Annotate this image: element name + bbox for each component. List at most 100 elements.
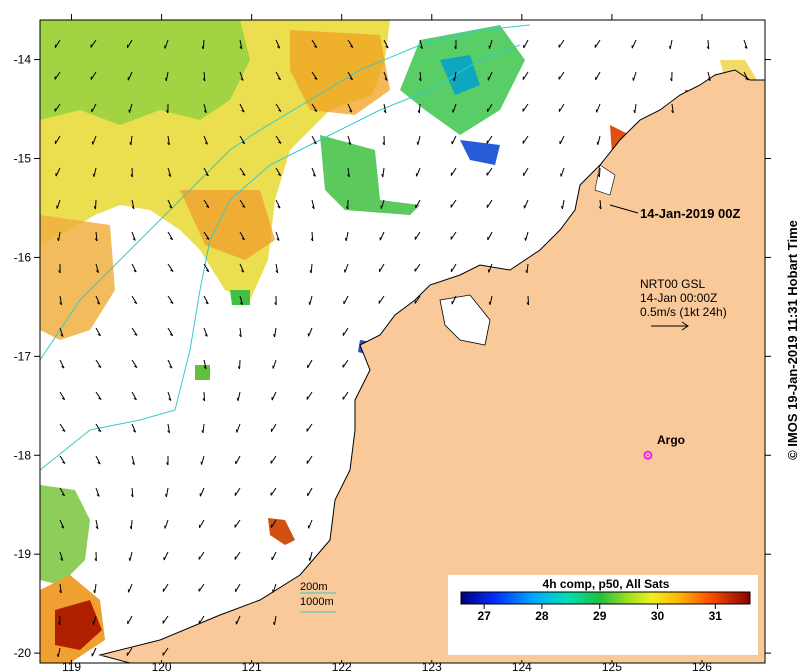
current-vector-head: [130, 174, 133, 178]
current-vector-head: [416, 141, 419, 145]
lon-tick-label: 119: [62, 660, 81, 672]
plot-frame: [39, 19, 766, 664]
current-vector: [634, 103, 637, 113]
current-vector: [416, 167, 421, 177]
imos-credit: © IMOS 19-Jan-2019 11:31 Hobart Time: [785, 220, 800, 460]
current-vector: [162, 647, 169, 656]
current-vector: [203, 167, 209, 177]
current-vector: [523, 39, 529, 49]
current-vector-head: [488, 301, 491, 305]
current-vector: [347, 135, 352, 145]
current-vector-head: [597, 174, 600, 178]
current-vector: [415, 199, 421, 209]
lon-tick-label: 120: [152, 660, 172, 672]
current-vector: [522, 103, 529, 112]
current-vector: [597, 135, 601, 145]
current-vector: [453, 71, 457, 81]
colorbar-tick-label: 27: [477, 609, 491, 623]
current-vector: [523, 167, 529, 177]
current-vector: [271, 551, 277, 561]
lon-tick-label: 124: [512, 660, 532, 672]
current-vector-head: [202, 78, 206, 82]
current-vector: [450, 167, 457, 176]
current-vector-head: [347, 174, 350, 178]
current-vector: [526, 263, 529, 274]
current-vector-head: [56, 653, 59, 657]
current-vector-head: [92, 621, 94, 625]
current-vector-head: [61, 493, 65, 497]
current-vector: [270, 423, 277, 432]
current-vector-head: [165, 493, 167, 498]
current-vector: [203, 71, 206, 82]
colorbar-tick-label: 30: [651, 609, 665, 623]
current-vector-head: [204, 142, 208, 145]
current-vector-head: [205, 173, 209, 177]
current-vector-head: [131, 206, 135, 210]
current-vector: [199, 487, 205, 497]
current-vector: [707, 71, 711, 81]
current-vector-head: [349, 77, 353, 81]
current-vector-head: [454, 46, 457, 50]
current-vector: [558, 71, 565, 80]
current-vector: [131, 455, 135, 465]
current-vector-head: [744, 46, 748, 49]
current-vector-head: [164, 77, 167, 82]
current-vector: [378, 295, 385, 304]
current-vector: [167, 231, 174, 240]
current-vector-head: [133, 301, 138, 305]
current-vector: [201, 455, 205, 465]
current-vector-head: [277, 45, 281, 49]
current-vector: [58, 231, 61, 241]
current-vector: [59, 327, 64, 337]
current-vector-head: [202, 398, 205, 402]
current-vector-head: [131, 462, 135, 466]
current-vector: [522, 71, 529, 80]
current-vector-head: [273, 621, 275, 626]
current-vector-head: [277, 205, 281, 209]
current-vector: [59, 455, 66, 464]
current-vector: [383, 103, 387, 113]
current-vector-head: [241, 237, 245, 241]
lat-tick-label: -18: [14, 448, 32, 462]
current-vector: [165, 71, 169, 81]
bathy-1000m-label: 1000m: [300, 596, 334, 608]
current-vector: [203, 199, 210, 208]
current-vector: [306, 423, 313, 432]
current-vector: [239, 327, 242, 337]
current-vector-head: [669, 78, 673, 82]
current-vector: [164, 519, 169, 529]
current-vector-head: [203, 366, 207, 370]
current-vector: [56, 199, 61, 209]
lat-tick-label: -15: [14, 151, 32, 165]
current-vector: [95, 423, 102, 432]
current-vector-head: [97, 461, 101, 465]
current-vector: [95, 295, 101, 305]
current-vector-head: [167, 430, 170, 434]
current-vector: [203, 327, 208, 337]
current-vector: [202, 423, 205, 434]
current-vector: [239, 103, 245, 113]
current-vector-head: [308, 557, 311, 561]
current-vector: [131, 391, 137, 401]
current-vector-head: [238, 334, 242, 338]
current-vector: [234, 551, 241, 560]
current-vector: [271, 391, 277, 401]
current-vector: [234, 519, 241, 528]
current-vector: [239, 135, 246, 144]
current-vector-head: [200, 461, 203, 465]
current-vector-head: [206, 237, 210, 240]
current-vector-head: [383, 110, 387, 114]
current-vector: [342, 327, 349, 336]
current-vector: [94, 199, 97, 210]
current-vector: [128, 583, 133, 593]
current-vector-head: [93, 589, 96, 594]
current-vector: [598, 167, 601, 178]
current-vector-head: [560, 173, 562, 177]
current-vector-head: [453, 77, 455, 82]
lon-tick-label: 122: [332, 660, 352, 672]
current-vector: [59, 487, 66, 496]
current-vector: [419, 39, 423, 49]
current-vector-head: [130, 494, 134, 498]
current-vector-head: [525, 269, 528, 274]
current-vector: [131, 231, 136, 241]
